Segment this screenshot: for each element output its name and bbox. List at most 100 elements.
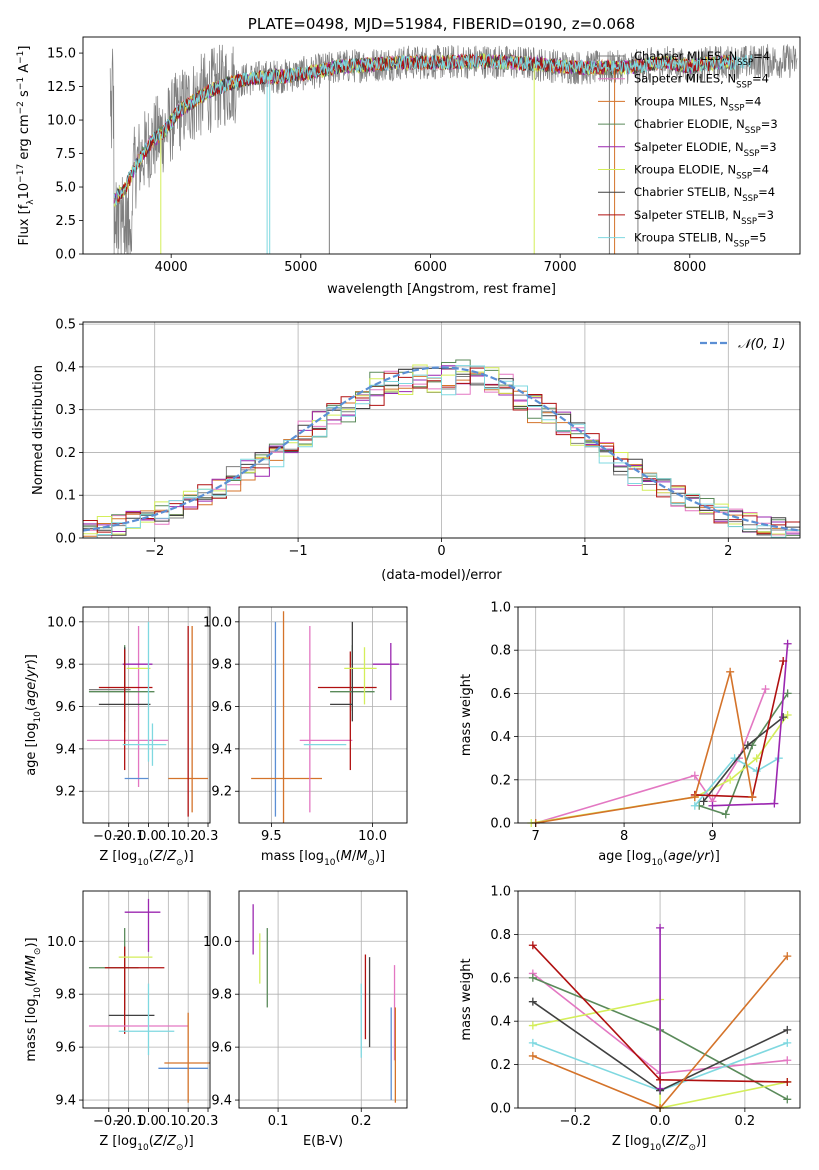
legend-label-sub: SSP <box>736 172 752 182</box>
x-tick-label: 0.0 <box>138 829 159 844</box>
label-part: / <box>24 966 39 971</box>
x-tick-label: −0.1 <box>113 829 145 844</box>
x-tick-label: −0.2 <box>93 829 125 844</box>
weight-point <box>783 1025 792 1034</box>
weight-point <box>690 771 699 780</box>
weight-point <box>783 689 792 698</box>
x-tick-label: 8 <box>620 829 628 844</box>
axes-frame <box>238 606 408 824</box>
weight-point <box>721 810 730 819</box>
y-tick-label: 10.0 <box>47 935 76 950</box>
y-tick-label: 0.8 <box>490 928 511 943</box>
label-part: 10 <box>17 183 32 200</box>
y-tick-label: 9.4 <box>55 1094 76 1109</box>
weight-point <box>708 801 717 810</box>
y-axis-label: mass [log10(M/M⊙)] <box>24 937 43 1061</box>
label-part: 10 <box>33 711 43 723</box>
weight-point <box>528 941 537 950</box>
legend-label: Salpeter STELIB, NSSP=3 <box>634 208 774 227</box>
weight-point <box>743 741 752 750</box>
label-part: ) <box>24 942 39 947</box>
z-age-panel: −0.2−0.10.0 0.1 0.2 0.3 9.2 9.4 9.6 9.8 10.0 Z [l… <box>24 606 219 868</box>
y-tick-label: 0.2 <box>490 1058 511 1073</box>
y-tick-label: 15.0 <box>47 47 76 62</box>
y-tick-label: 12.5 <box>47 80 76 95</box>
y-tick-label: 0.1 <box>55 489 76 504</box>
y-tick-label: 9.8 <box>55 658 76 673</box>
label-part: / <box>675 1134 680 1149</box>
weight-point <box>656 923 665 932</box>
label-part: erg cm <box>17 114 32 163</box>
x-tick-label: 0.3 <box>198 829 219 844</box>
weight-point <box>726 667 735 676</box>
label-part: 10 <box>651 858 663 868</box>
label-part: ] <box>380 849 385 864</box>
label-part: ] <box>17 46 32 51</box>
weight-series-8 <box>535 671 754 824</box>
y-tick-label: 10.0 <box>47 615 76 630</box>
weight-point <box>783 1077 792 1086</box>
weight-series-1 <box>535 688 767 824</box>
weight-point <box>783 952 792 961</box>
label-part: ⊙ <box>33 948 43 956</box>
weight-point <box>528 1038 537 1047</box>
legend-label: Salpeter ELODIE, NSSP=3 <box>634 140 777 159</box>
weight-point <box>770 799 779 808</box>
label-part: Z <box>679 1134 690 1149</box>
legend-label-sub: SSP <box>741 217 757 227</box>
y-axis-label: mass weight <box>459 958 474 1040</box>
weight-series-5 <box>702 716 784 802</box>
y-tick-label: 9.6 <box>211 700 232 715</box>
label-part: −1 <box>16 77 26 90</box>
y-tick-label: 0.5 <box>55 318 76 333</box>
legend-label-text: Chabrier STELIB, N <box>634 185 742 199</box>
x-tick-label: 0.2 <box>351 1114 372 1129</box>
label-part: Z <box>665 1134 676 1149</box>
residual-panel: −2 −1 0 1 2 0.0 0.1 0.2 0.3 0.4 0.5 (data-model)/er… <box>31 318 801 583</box>
x-tick-label: 0 <box>437 544 445 559</box>
axes-frame <box>238 890 408 1109</box>
legend-label: Kroupa STELIB, NSSP=5 <box>634 231 766 250</box>
label-part: / <box>692 849 697 864</box>
label-part: Z [log <box>99 1134 137 1149</box>
label-part: ( <box>24 982 39 987</box>
x-tick-label: 8000 <box>673 260 706 275</box>
weight-point <box>748 793 757 802</box>
label-part: mass weight <box>459 958 474 1040</box>
y-tick-label: 9.6 <box>211 1041 232 1056</box>
x-axis-label: (data-model)/error <box>381 568 502 583</box>
y-tick-label: 9.8 <box>211 658 232 673</box>
label-part: ) <box>184 1134 189 1149</box>
x-tick-label: 7 <box>532 829 540 844</box>
x-tick-label: 0.0 <box>650 1114 671 1129</box>
label-part: 10 <box>33 987 43 999</box>
x-tick-label: 0.2 <box>735 1114 756 1129</box>
label-part: ) <box>184 849 189 864</box>
weight-point <box>528 973 537 982</box>
weight-point <box>690 801 699 810</box>
chart-title: PLATE=0498, MJD=51984, FIBERID=0190, z=0… <box>248 15 635 33</box>
x-tick-label: −0.2 <box>93 1114 125 1129</box>
legend-label-suffix: =3 <box>757 208 774 222</box>
x-tick-label: 4000 <box>155 260 188 275</box>
y-tick-label: 1.0 <box>490 601 511 616</box>
y-tick-label: 9.4 <box>211 1094 232 1109</box>
x-axis-label: Z [log10(Z/Z⊙)] <box>99 849 193 868</box>
y-tick-label: 0.2 <box>490 773 511 788</box>
y-tick-label: 9.2 <box>55 785 76 800</box>
legend-label-text: Salpeter STELIB, N <box>634 208 741 222</box>
x-tick-label: 5000 <box>284 260 317 275</box>
weight-point <box>783 711 792 719</box>
y-tick-label: 7.5 <box>55 147 76 162</box>
legend-label: Chabrier STELIB, NSSP=4 <box>634 185 775 204</box>
y-tick-label: 0.8 <box>490 644 511 659</box>
y-tick-label: 1.0 <box>490 885 511 900</box>
label-part: ⊙ <box>176 1143 184 1153</box>
label-part: Flux [f <box>17 204 32 245</box>
legend-label-text: Chabrier ELODIE, N <box>634 117 745 131</box>
legend-label-text: Salpeter MILES, N <box>634 72 736 86</box>
x-axis-label: Z [log10(Z/Z⊙)] <box>612 1134 706 1153</box>
label-part: / <box>24 677 39 682</box>
histogram-series-9 <box>83 365 800 538</box>
label-part: s <box>17 90 32 101</box>
